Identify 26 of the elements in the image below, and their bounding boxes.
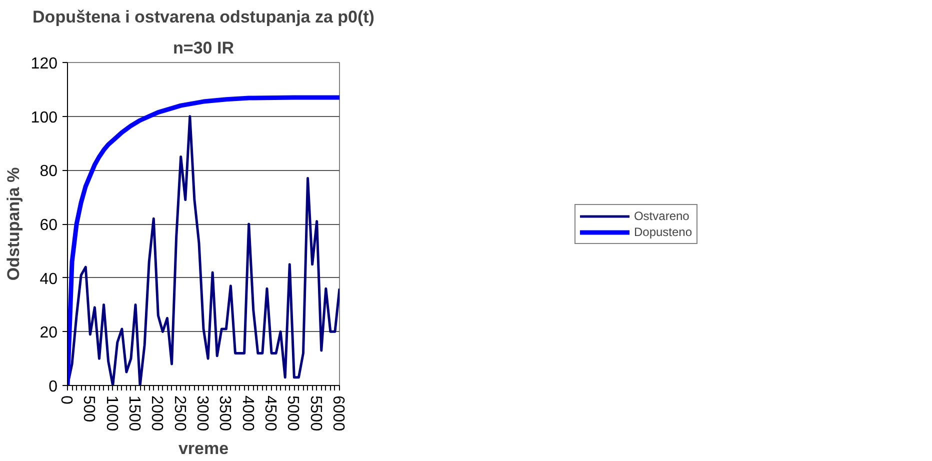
y-tick-label: 40: [40, 270, 58, 288]
y-tick-label: 0: [48, 378, 58, 396]
chart-title: Dopuštena i ostvarena odstupanja za p0(t): [32, 8, 374, 26]
x-tick-label: 1000: [102, 396, 120, 432]
x-tick-label: 6000: [330, 396, 346, 432]
chart-subtitle: n=30 IR: [173, 38, 234, 58]
x-tick-label: 3500: [216, 396, 234, 432]
x-tick-label: 3000: [194, 396, 210, 432]
x-tick-label: 4000: [238, 396, 256, 432]
x-tick-label: 5500: [306, 396, 324, 432]
x-tick-label: 5000: [284, 396, 302, 432]
legend-label: Dopusteno: [634, 224, 692, 238]
y-tick-label: 20: [40, 324, 58, 342]
legend-label: Ostvareno: [634, 208, 690, 222]
x-tick-label: 1500: [126, 396, 142, 432]
y-tick-label: 120: [30, 56, 58, 72]
x-tick-label: 2000: [148, 396, 166, 432]
x-tick-label: 4500: [262, 396, 278, 432]
y-tick-label: 80: [40, 163, 58, 180]
x-tick-label: 2500: [170, 396, 188, 432]
y-tick-label: 100: [30, 109, 58, 126]
y-tick-label: 60: [40, 217, 58, 234]
y-axis-title: Odstupanja %: [4, 167, 23, 281]
x-tick-label: 500: [80, 396, 98, 422]
x-axis-title: vreme: [178, 439, 229, 458]
x-tick-label: 0: [58, 396, 74, 404]
